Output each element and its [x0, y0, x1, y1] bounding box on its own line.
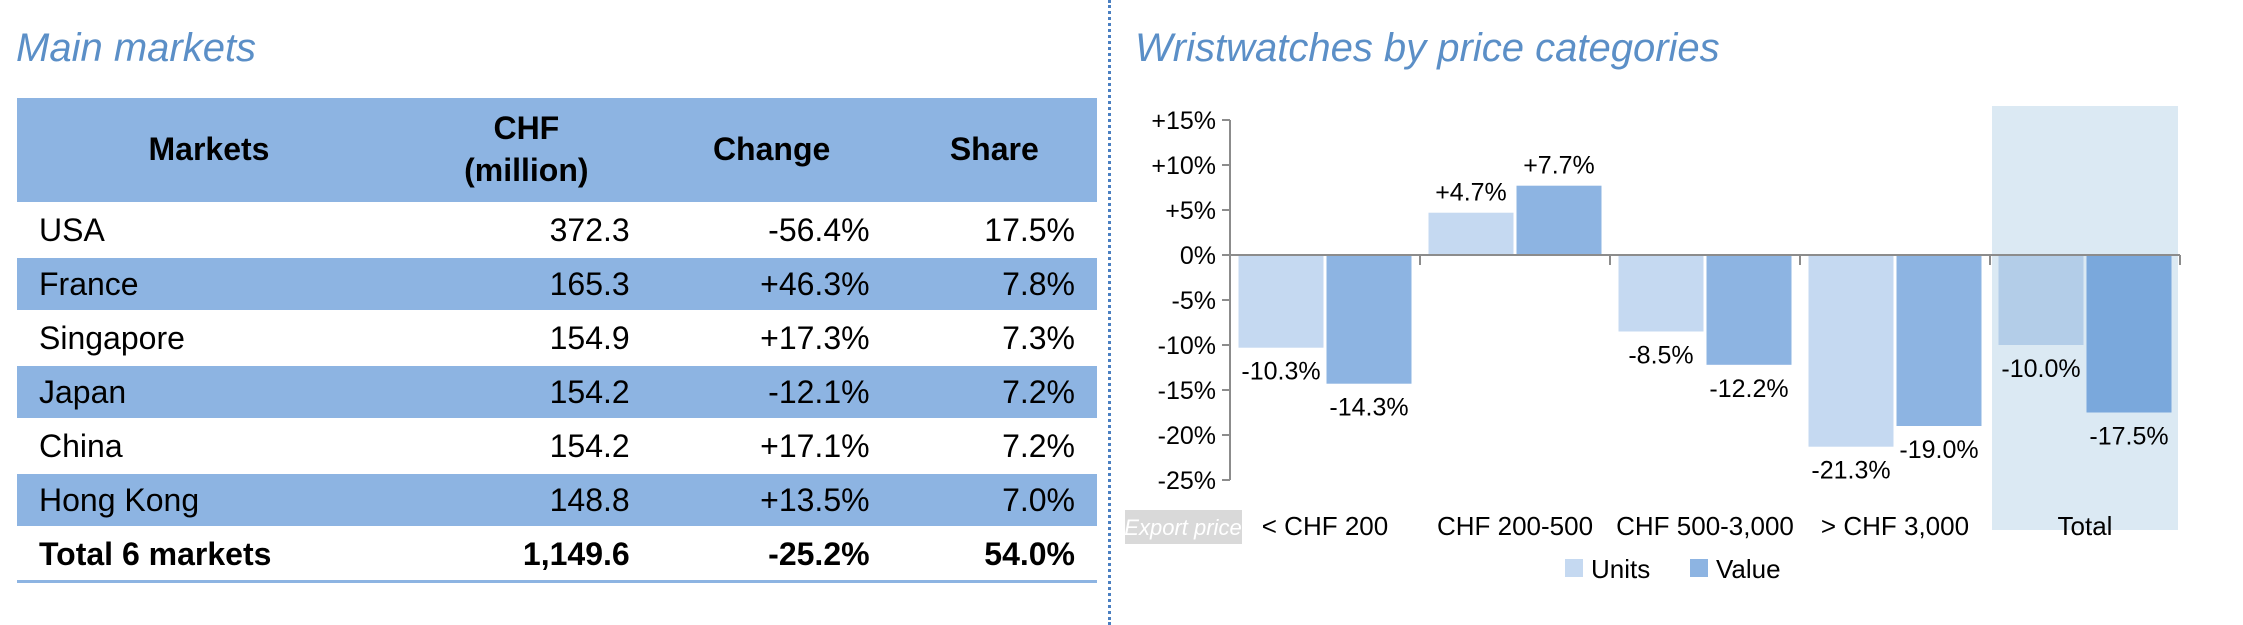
- market-share: 7.8%: [891, 256, 1097, 311]
- y-tick-label: +15%: [1151, 107, 1216, 135]
- header-markets: Markets: [17, 98, 401, 203]
- total-change: -25.2%: [651, 526, 892, 583]
- y-tick-label: -20%: [1158, 422, 1216, 450]
- section-divider: [1108, 0, 1111, 625]
- market-share: 7.2%: [891, 418, 1097, 473]
- market-change: +46.3%: [651, 256, 892, 311]
- legend-label-units: Units: [1591, 554, 1650, 584]
- bar-units: [1238, 255, 1324, 348]
- header-share: Share: [891, 98, 1097, 203]
- x-tick-label: > CHF 3,000: [1821, 511, 1969, 541]
- x-tick-label: Total: [2058, 511, 2113, 541]
- table-row: Hong Kong 148.8 +13.5% 7.0%: [17, 472, 1097, 527]
- y-tick-label: -15%: [1158, 377, 1216, 405]
- export-price-tag: Export price: [1124, 515, 1241, 540]
- y-tick-label: -25%: [1158, 467, 1216, 495]
- bar-value: [1896, 255, 1982, 426]
- legend-swatch-value: [1690, 559, 1708, 577]
- y-tick-label: +10%: [1151, 152, 1216, 180]
- y-tick-label: -10%: [1158, 332, 1216, 360]
- bar-units: [1998, 255, 2084, 345]
- header-change: Change: [651, 98, 892, 203]
- market-name: China: [17, 418, 401, 473]
- total-chf: 1,149.6: [401, 526, 652, 583]
- market-chf: 154.9: [401, 310, 652, 365]
- data-label-value: -12.2%: [1709, 375, 1788, 403]
- y-tick-label: -5%: [1172, 287, 1216, 315]
- market-name: Hong Kong: [17, 472, 401, 527]
- data-label-units: -21.3%: [1811, 457, 1890, 485]
- data-label-units: -10.0%: [2001, 355, 2080, 383]
- market-change: -12.1%: [651, 364, 892, 419]
- data-label-units: -10.3%: [1241, 358, 1320, 386]
- market-chf: 154.2: [401, 418, 652, 473]
- chart-title: Wristwatches by price categories: [1135, 26, 1720, 70]
- data-label-value: -14.3%: [1329, 394, 1408, 422]
- header-chf: CHF (million): [401, 98, 652, 203]
- market-change: +17.1%: [651, 418, 892, 473]
- main-markets-title: Main markets: [16, 26, 257, 70]
- table-header-row: Markets CHF (million) Change Share: [17, 98, 1097, 203]
- x-tick-label: CHF 200-500: [1437, 511, 1593, 541]
- bar-value: [1326, 255, 1412, 384]
- market-chf: 148.8: [401, 472, 652, 527]
- market-share: 7.2%: [891, 364, 1097, 419]
- table-row: France 165.3 +46.3% 7.8%: [17, 256, 1097, 311]
- data-label-units: -8.5%: [1628, 342, 1693, 370]
- table-total-row: Total 6 markets 1,149.6 -25.2% 54.0%: [17, 526, 1097, 583]
- table-row: Singapore 154.9 +17.3% 7.3%: [17, 310, 1097, 365]
- market-share: 17.5%: [891, 202, 1097, 257]
- market-chf: 154.2: [401, 364, 652, 419]
- market-share: 7.3%: [891, 310, 1097, 365]
- data-label-value: +7.7%: [1523, 152, 1595, 180]
- market-change: -56.4%: [651, 202, 892, 257]
- bar-value: [1516, 185, 1602, 255]
- bar-units: [1808, 255, 1894, 447]
- market-share: 7.0%: [891, 472, 1097, 527]
- bar-units: [1428, 212, 1514, 255]
- market-name: Japan: [17, 364, 401, 419]
- header-chf-label: CHF (million): [464, 110, 589, 188]
- market-name: USA: [17, 202, 401, 257]
- table-row: Japan 154.2 -12.1% 7.2%: [17, 364, 1097, 419]
- market-name: France: [17, 256, 401, 311]
- market-chf: 165.3: [401, 256, 652, 311]
- market-chf: 372.3: [401, 202, 652, 257]
- data-label-units: +4.7%: [1435, 179, 1507, 207]
- x-tick-label: CHF 500-3,000: [1616, 511, 1794, 541]
- x-tick-label: < CHF 200: [1262, 511, 1388, 541]
- table-row: USA 372.3 -56.4% 17.5%: [17, 202, 1097, 257]
- total-share: 54.0%: [891, 526, 1097, 583]
- legend-label-value: Value: [1716, 554, 1781, 584]
- y-tick-label: 0%: [1180, 242, 1216, 270]
- data-label-value: -17.5%: [2089, 423, 2168, 451]
- table-row: China 154.2 +17.1% 7.2%: [17, 418, 1097, 473]
- price-category-chart: -10.3% +4.7% -8.5% -21.3% -10.0% -14.3% +7.7% -…: [1124, 106, 2181, 584]
- market-name: Singapore: [17, 310, 401, 365]
- market-change: +17.3%: [651, 310, 892, 365]
- legend-swatch-units: [1565, 559, 1583, 577]
- total-name: Total 6 markets: [17, 526, 401, 583]
- bar-value: [2086, 255, 2172, 413]
- market-change: +13.5%: [651, 472, 892, 527]
- markets-table: Markets CHF (million) Change Share USA 37…: [17, 98, 1097, 583]
- y-tick-label: +5%: [1165, 197, 1216, 225]
- data-label-value: -19.0%: [1899, 436, 1978, 464]
- bar-value: [1706, 255, 1792, 365]
- bar-units: [1618, 255, 1704, 332]
- export-price-tag-box: [1125, 510, 1242, 544]
